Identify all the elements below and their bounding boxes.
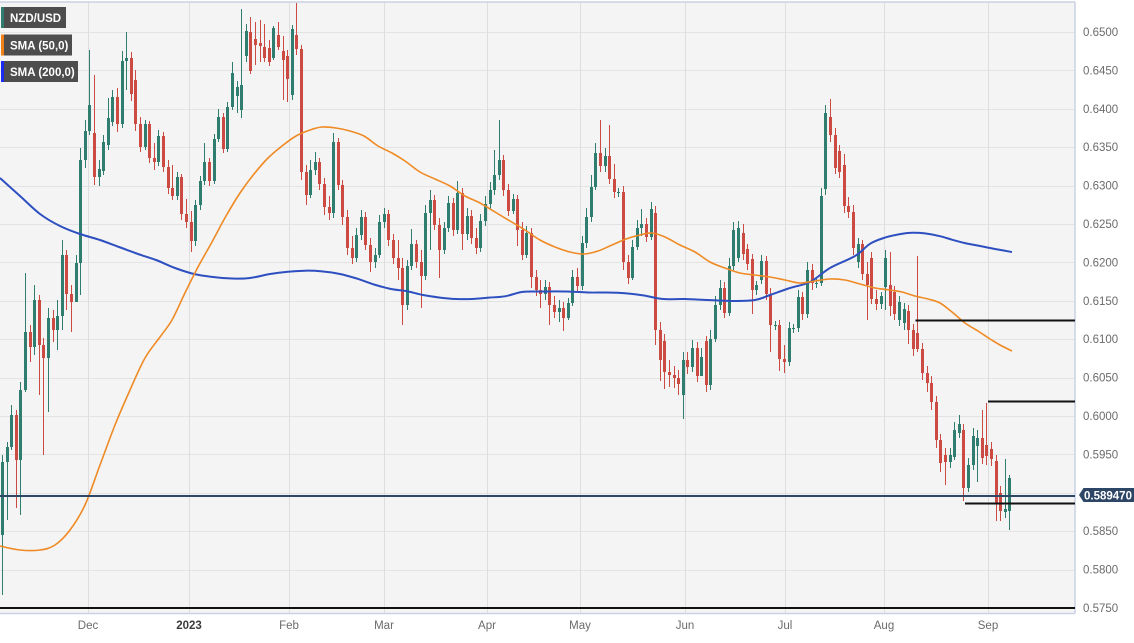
- svg-text:Apr: Apr: [478, 620, 496, 632]
- svg-text:Mar: Mar: [374, 620, 394, 632]
- svg-text:Sep: Sep: [978, 620, 998, 632]
- svg-text:Feb: Feb: [279, 620, 299, 632]
- svg-text:Jul: Jul: [778, 620, 793, 632]
- svg-text:0.589470: 0.589470: [1084, 491, 1132, 503]
- svg-text:0.5850: 0.5850: [1083, 526, 1118, 538]
- svg-text:0.6000: 0.6000: [1083, 411, 1118, 423]
- svg-text:0.6200: 0.6200: [1083, 257, 1118, 269]
- svg-text:May: May: [569, 620, 591, 632]
- svg-text:0.6100: 0.6100: [1083, 334, 1118, 346]
- svg-text:0.5800: 0.5800: [1083, 565, 1118, 577]
- svg-text:0.5950: 0.5950: [1083, 449, 1118, 461]
- svg-text:0.6300: 0.6300: [1083, 181, 1118, 193]
- svg-text:SMA (50,0): SMA (50,0): [10, 41, 69, 53]
- svg-text:0.5750: 0.5750: [1083, 603, 1118, 615]
- svg-text:0.6150: 0.6150: [1083, 296, 1118, 308]
- svg-text:Aug: Aug: [874, 620, 894, 632]
- svg-text:0.6250: 0.6250: [1083, 219, 1118, 231]
- svg-text:NZD/USD: NZD/USD: [10, 13, 61, 25]
- svg-text:2023: 2023: [176, 620, 202, 632]
- svg-text:0.6500: 0.6500: [1083, 27, 1118, 39]
- svg-text:0.6050: 0.6050: [1083, 373, 1118, 385]
- svg-text:0.6450: 0.6450: [1083, 65, 1118, 77]
- svg-text:Jun: Jun: [676, 620, 695, 632]
- svg-text:0.6350: 0.6350: [1083, 142, 1118, 154]
- svg-text:Dec: Dec: [78, 620, 99, 632]
- svg-text:SMA (200,0): SMA (200,0): [10, 67, 75, 79]
- svg-text:0.6400: 0.6400: [1083, 104, 1118, 116]
